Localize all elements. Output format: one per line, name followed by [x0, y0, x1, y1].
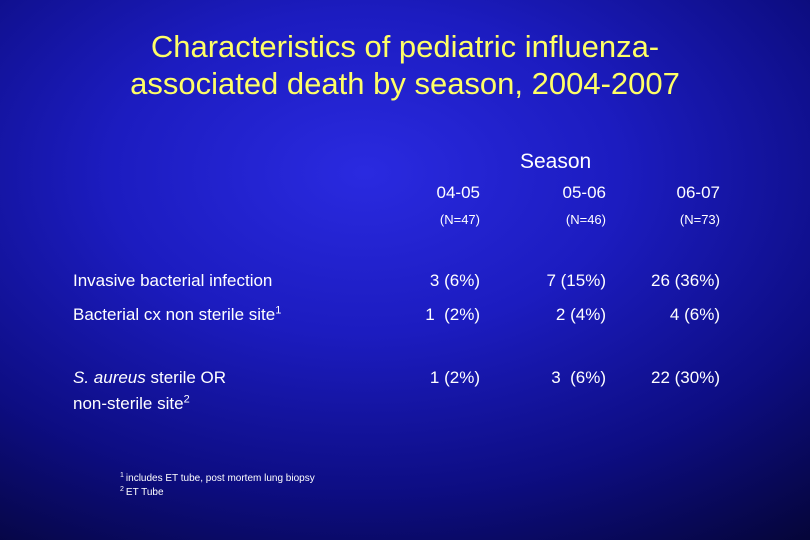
row-label-invasive-bacterial-infection: Invasive bacterial infection — [73, 271, 273, 290]
organism-name: S. aureus — [73, 368, 146, 387]
table-cell: 2 (4%) — [555, 305, 606, 324]
column-header-04-05: 04-05 — [436, 183, 480, 202]
table-cell: 26 (36%) — [651, 271, 720, 290]
footnote-mark: 1 — [120, 471, 124, 479]
table-cell: 4 (6%) — [669, 305, 720, 324]
footnote-text: ET Tube — [125, 487, 164, 498]
row-label-line-1: S. aureus sterile OR — [73, 365, 226, 391]
column-header-06-07: 06-07 — [676, 183, 720, 202]
table-cell: 22 (30%) — [651, 368, 720, 387]
footnote-2: 2 ET Tube — [120, 485, 164, 499]
column-n-04-05: (N=47) — [439, 212, 480, 227]
row-label-bacterial-cx-non-sterile-site: Bacterial cx non sterile site1 — [73, 302, 281, 328]
column-n-06-07: (N=73) — [679, 212, 720, 227]
row-label-text: Bacterial cx non sterile site — [73, 305, 276, 324]
table-cell: 1 (2%) — [429, 368, 480, 387]
column-header-05-06: 05-06 — [562, 183, 606, 202]
row-label-text: non-sterile site — [73, 394, 184, 413]
row-label-line-2: non-sterile site2 — [73, 391, 226, 417]
table-cell: 3 (6%) — [429, 271, 480, 290]
table-cell: 3 (6%) — [551, 368, 606, 387]
title-line-2: associated death by season, 2004-2007 — [130, 66, 680, 101]
table-cell: 7 (15%) — [546, 271, 606, 290]
footnote-ref: 2 — [183, 393, 190, 406]
row-label-text: sterile OR — [145, 368, 227, 387]
footnote-1: 1 includes ET tube, post mortem lung biop… — [120, 471, 315, 485]
season-group-header: Season — [520, 150, 592, 173]
footnote-text: includes ET tube, post mortem lung biops… — [125, 473, 315, 484]
footnote-mark: 2 — [120, 485, 124, 493]
title-line-1: Characteristics of pediatric influenza- — [150, 29, 660, 64]
footnote-ref: 1 — [275, 304, 282, 317]
slide-title: Characteristics of pediatric influenza- … — [0, 28, 810, 102]
row-label-s-aureus: S. aureus sterile OR non-sterile site2 — [73, 365, 226, 417]
column-n-05-06: (N=46) — [565, 212, 606, 227]
table-cell: 1 (2%) — [425, 305, 480, 324]
